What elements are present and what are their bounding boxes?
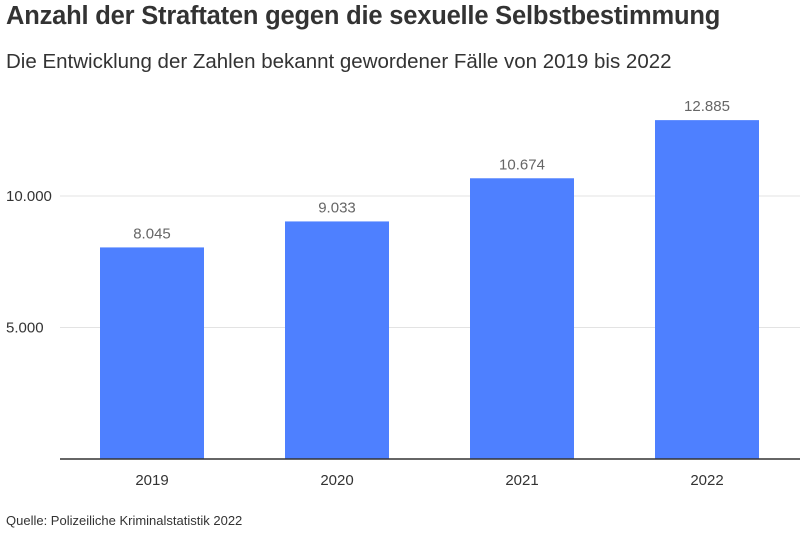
x-tick-label: 2022 xyxy=(690,472,723,489)
data-label: 9.033 xyxy=(318,199,356,216)
source-note: Quelle: Polizeiliche Kriminalstatistik 2… xyxy=(6,513,243,528)
x-tick-label: 2020 xyxy=(320,472,353,489)
bar xyxy=(470,178,574,459)
bar xyxy=(285,221,389,459)
chart-title: Anzahl der Straftaten gegen die sexuelle… xyxy=(6,2,721,30)
bar xyxy=(100,247,204,459)
chart-subtitle: Die Entwicklung der Zahlen bekannt gewor… xyxy=(6,50,672,73)
y-tick-label: 10.000 xyxy=(6,188,52,205)
y-tick-label: 5.000 xyxy=(6,320,44,337)
x-tick-label: 2019 xyxy=(135,472,168,489)
bar xyxy=(655,120,759,459)
x-tick-label: 2021 xyxy=(505,472,538,489)
data-label: 12.885 xyxy=(684,98,730,115)
data-label: 8.045 xyxy=(133,225,171,242)
data-label: 10.674 xyxy=(499,156,545,173)
